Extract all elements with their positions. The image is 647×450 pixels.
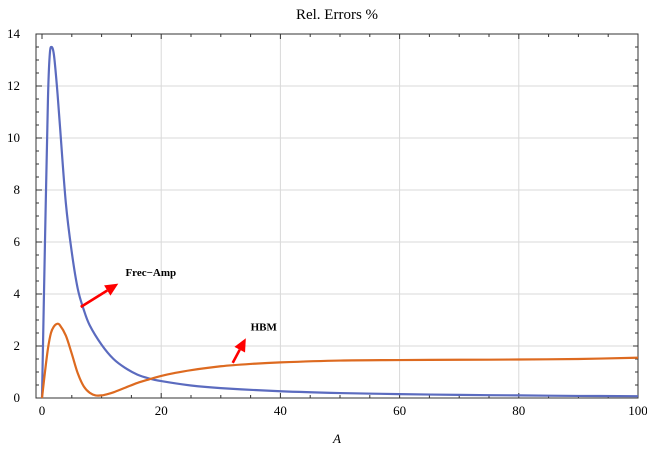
- y-tick-label: 2: [14, 338, 21, 353]
- series-line-0: [40, 45, 639, 399]
- annotations: Frec−Amp HBM: [80, 267, 278, 364]
- axis-ticks: [36, 33, 639, 399]
- x-tick-label: 0: [39, 403, 46, 418]
- x-axis-label: A: [332, 431, 341, 446]
- x-tick-label: 100: [628, 403, 647, 418]
- x-tick-label: 20: [155, 403, 168, 418]
- y-tick-labels: 0 2 4 6 8 10 12 14: [7, 26, 21, 405]
- y-tick-label: 0: [14, 390, 21, 405]
- x-tick-label: 40: [274, 403, 287, 418]
- y-tick-label: 12: [7, 78, 20, 93]
- chart-title: Rel. Errors %: [296, 7, 378, 23]
- y-tick-label: 4: [14, 286, 21, 301]
- annotation-arrow-head: [234, 338, 246, 353]
- grid: [42, 34, 639, 398]
- y-tick-label: 6: [14, 234, 21, 249]
- annotation-arrow-shaft: [231, 349, 241, 364]
- annotation-label: Frec−Amp: [125, 267, 176, 279]
- annotation-label: HBM: [251, 321, 278, 333]
- series-line-1: [40, 322, 639, 399]
- annotation-arrow-shaft: [80, 289, 108, 309]
- x-tick-label: 60: [393, 403, 406, 418]
- plot-frame: [35, 33, 639, 399]
- series-lines: [40, 45, 639, 399]
- x-tick-labels: 0 20 40 60 80 100: [39, 403, 647, 418]
- annotation-arrow-head: [104, 283, 119, 296]
- y-tick-label: 8: [14, 182, 21, 197]
- x-tick-label: 80: [512, 403, 525, 418]
- y-tick-label: 14: [7, 26, 21, 41]
- y-tick-label: 10: [7, 130, 20, 145]
